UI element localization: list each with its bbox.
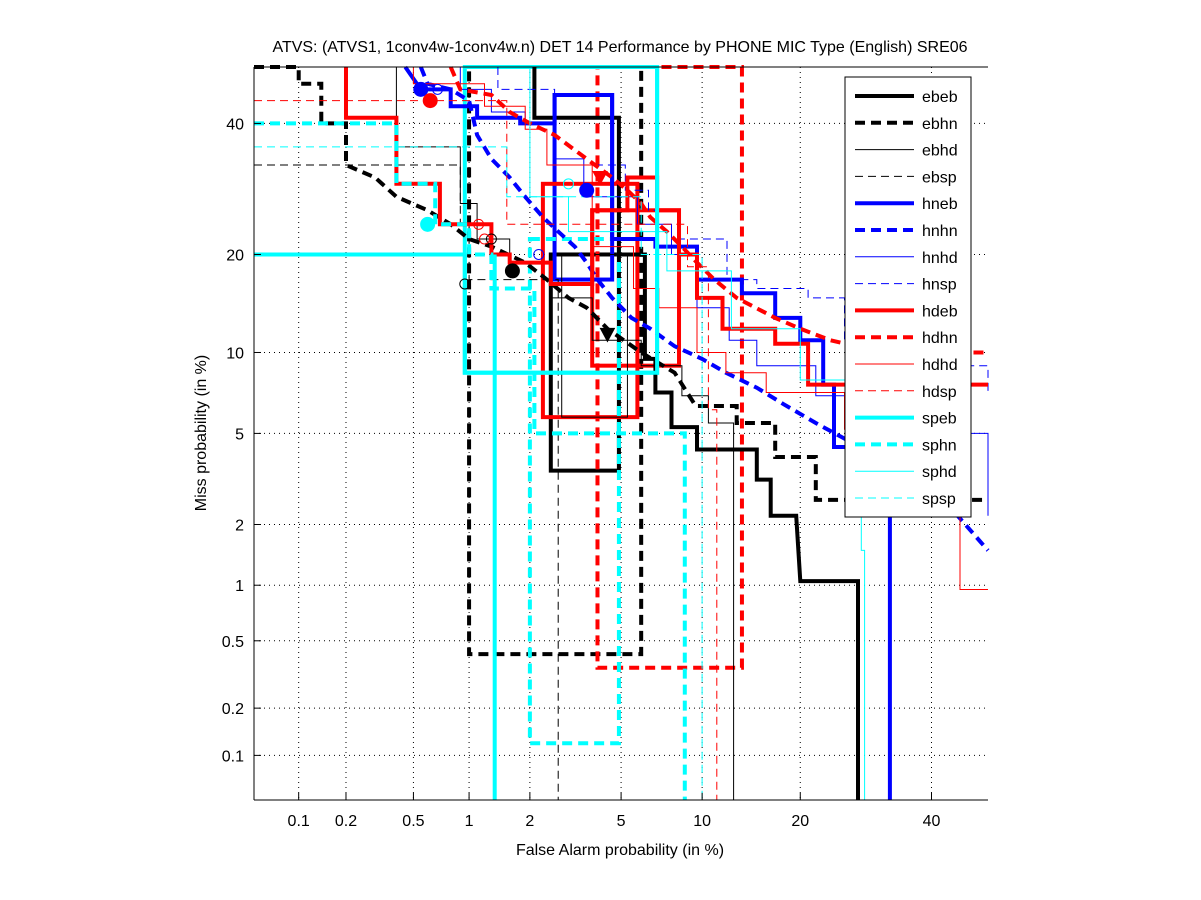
x-tick-label: 0.1: [288, 813, 310, 830]
x-ticks: 0.1 0.2 0.5 1 2 5 10 20 40: [288, 793, 941, 830]
x-axis-label: False Alarm probability (in %): [516, 842, 724, 859]
legend-label-hdsp: hdsp: [922, 384, 957, 401]
marker-hneb: [413, 81, 429, 97]
legend-label-hdeb: hdeb: [922, 303, 958, 320]
series-line-ebeb: [532, 67, 860, 800]
legend-label-hdhn: hdhn: [922, 330, 958, 347]
legend-label-hnhd: hnhd: [922, 250, 958, 267]
series-line-ebhd: [254, 66, 735, 800]
series-line-speb: [254, 67, 660, 375]
legend-label-spsp: spsp: [922, 491, 956, 508]
legend-items: ebeb ebhn ebhd ebsp hneb hnhn hnhd hnsp hdeb hdhn…: [855, 89, 958, 508]
chart-title: ATVS: (ATVS1, 1conv4w-1conv4w.n) DET 14 …: [272, 39, 967, 56]
x-tick-label: 0.5: [402, 813, 424, 830]
x-tick-label: 2: [525, 813, 534, 830]
legend-label-ebsp: ebsp: [922, 169, 957, 186]
marker-ebsp: [459, 278, 471, 290]
y-axis-label: Miss probability (in %): [193, 355, 210, 511]
x-tick-label: 10: [693, 813, 711, 830]
legend-label-ebhd: ebhd: [922, 143, 958, 160]
y-tick-label: 1: [235, 578, 244, 595]
series-line-ebhn: [254, 65, 988, 502]
legend-label-hnsp: hnsp: [922, 277, 957, 294]
y-tick-label: 0.2: [222, 701, 244, 718]
x-tick-label: 20: [791, 813, 809, 830]
y-tick-label: 0.5: [222, 634, 244, 651]
legend-label-ebeb: ebeb: [922, 89, 958, 106]
x-tick-label: 40: [923, 813, 941, 830]
legend-label-hnhn: hnhn: [922, 223, 958, 240]
legend-label-hneb: hneb: [922, 196, 958, 213]
series-line-hnhn: [418, 66, 990, 552]
y-ticks: 0.1 0.2 0.5 1 2 5 10 20 40: [222, 116, 261, 765]
x-tick-label: 5: [617, 813, 626, 830]
series-markers: [413, 81, 616, 343]
y-tick-label: 2: [235, 517, 244, 534]
box-sphn: [527, 237, 621, 746]
legend-label-hdhd: hdhd: [922, 357, 958, 374]
box-hdeb: [590, 208, 682, 368]
series-line-hnsp: [497, 67, 989, 396]
marker-ebeb: [504, 263, 520, 279]
legend-label-ebhn: ebhn: [922, 116, 958, 133]
x-tick-label: 1: [465, 813, 474, 830]
marker-hnhd: [432, 83, 444, 95]
marker-ebhn: [599, 327, 616, 343]
marker-hdhn: [592, 170, 608, 186]
marker-hnhn: [579, 182, 595, 198]
y-tick-label: 0.1: [222, 748, 244, 765]
legend-label-sphd: sphd: [922, 464, 957, 481]
legend: ebeb ebhn ebhd ebsp hneb hnhn hnhd hnsp hdeb hdhn…: [844, 76, 972, 518]
marker-hnsp: [533, 248, 545, 260]
y-tick-label: 20: [226, 247, 244, 264]
legend-label-speb: speb: [922, 411, 957, 428]
legend-label-sphn: sphn: [922, 437, 957, 454]
series-line-hdsp: [254, 100, 718, 800]
marker-sphn: [420, 216, 436, 232]
y-tick-label: 10: [226, 345, 244, 362]
marker-ebhd: [485, 233, 497, 245]
x-tick-label: 0.2: [335, 813, 357, 830]
marker-hdsp: [473, 218, 485, 230]
marker-hdhd: [479, 233, 491, 245]
y-tick-label: 5: [235, 426, 244, 443]
series-line-spsp: [254, 146, 703, 800]
box-ebhd: [561, 253, 628, 418]
marker-sphd: [562, 178, 574, 190]
series-lines: [254, 65, 990, 800]
y-tick-label: 40: [226, 116, 244, 133]
marker-hdeb: [422, 93, 438, 109]
